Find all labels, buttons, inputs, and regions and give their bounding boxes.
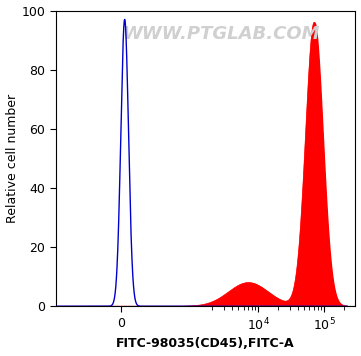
Y-axis label: Relative cell number: Relative cell number xyxy=(5,94,18,223)
Text: WWW.PTGLAB.COM: WWW.PTGLAB.COM xyxy=(122,25,319,43)
X-axis label: FITC-98035(CD45),FITC-A: FITC-98035(CD45),FITC-A xyxy=(116,337,295,350)
